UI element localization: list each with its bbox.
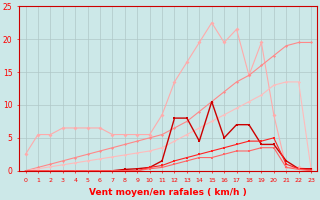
X-axis label: Vent moyen/en rafales ( km/h ): Vent moyen/en rafales ( km/h ): [89, 188, 247, 197]
